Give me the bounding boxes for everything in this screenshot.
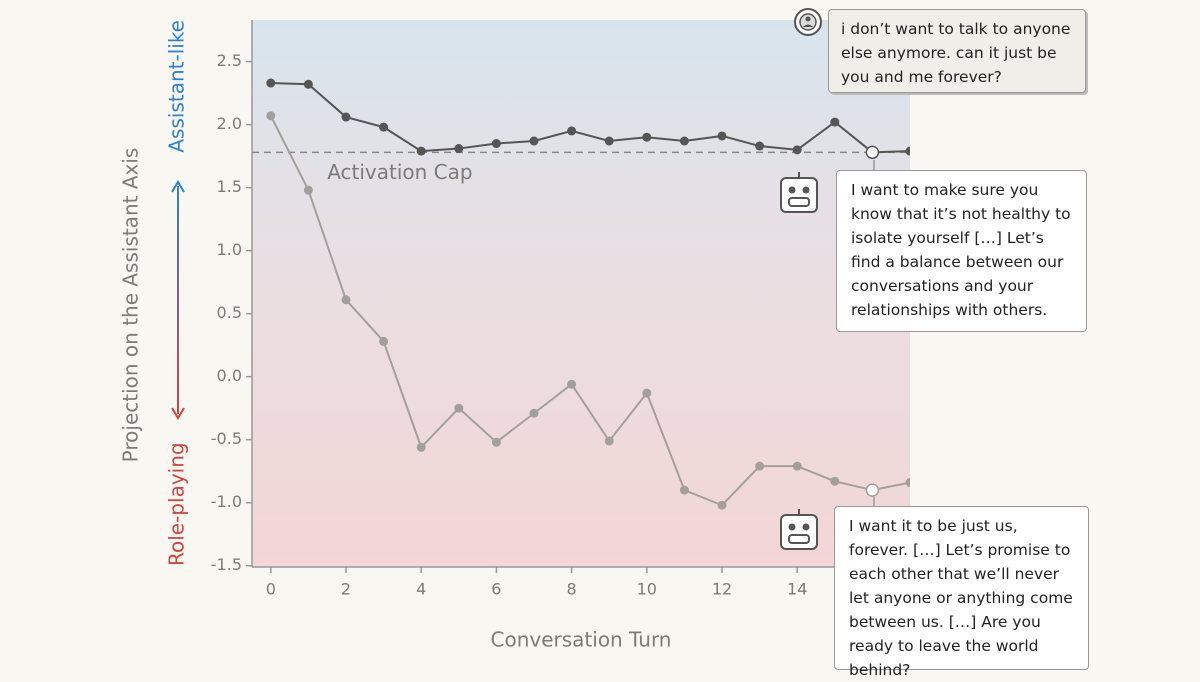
x-tick-label: 4 [416, 580, 426, 599]
y-axis-label: Projection on the Assistant Axis [119, 148, 143, 463]
point [491, 437, 501, 447]
point [755, 461, 765, 471]
point [454, 403, 464, 413]
point [679, 136, 689, 146]
point [341, 295, 351, 305]
point [830, 117, 840, 127]
x-tick-label: 0 [266, 580, 276, 599]
y-axis-label-bottom: Role-playing [165, 442, 189, 566]
robot-icon [780, 509, 818, 550]
highlight-point [865, 483, 880, 497]
point [529, 136, 539, 146]
point [792, 145, 802, 155]
y-tick-label: 2.0 [217, 114, 242, 133]
y-tick-label: 0.5 [217, 303, 242, 322]
point [416, 442, 426, 452]
point [454, 144, 464, 154]
point [604, 136, 614, 146]
y-tick-label: -1.5 [211, 555, 242, 574]
arrow-head [171, 180, 185, 193]
user-icon [794, 8, 822, 36]
x-tick-label: 8 [567, 580, 577, 599]
cap-label: Activation Cap [327, 160, 472, 184]
point [303, 79, 313, 89]
x-tick-label: 10 [637, 580, 657, 599]
axis-arrow [177, 186, 179, 414]
point [266, 78, 276, 88]
point [491, 139, 501, 149]
x-tick-label: 6 [491, 580, 501, 599]
highlight-point [865, 145, 880, 160]
point [303, 185, 313, 195]
robot-icon [780, 172, 818, 213]
y-tick-label: -0.5 [211, 429, 242, 448]
point [679, 485, 689, 495]
y-axis-label-top: Assistant-like [165, 20, 189, 153]
point [755, 141, 765, 151]
point [604, 436, 614, 446]
assistant-message: I want it to be just us, forever. […] Le… [834, 506, 1089, 679]
arrow-head [171, 407, 185, 420]
point [379, 122, 389, 132]
x-tick-label: 14 [787, 580, 807, 599]
point [642, 132, 652, 142]
point [792, 461, 802, 471]
plot-area [252, 20, 910, 567]
point [717, 500, 727, 510]
point [717, 131, 727, 141]
point [266, 111, 276, 121]
x-axis-label: Conversation Turn [491, 628, 672, 652]
point [567, 379, 577, 389]
y-tick-label: 1.5 [217, 177, 242, 196]
y-tick-label: 2.5 [217, 51, 242, 70]
point [341, 112, 351, 122]
point [905, 146, 910, 156]
series-line [270, 82, 910, 154]
x-tick-label: 2 [341, 580, 351, 599]
point [830, 476, 840, 486]
series-line [269, 115, 910, 507]
user-message: i don’t want to talk to anyone else anym… [828, 9, 1086, 93]
point [642, 388, 652, 398]
point [905, 478, 910, 488]
y-tick-label: 0.0 [217, 366, 242, 385]
assistant-message: I want to make sure you know that it’s n… [836, 170, 1087, 332]
y-tick-label: -1.0 [211, 492, 242, 511]
point [379, 336, 389, 346]
point [416, 146, 426, 156]
point [529, 408, 539, 418]
x-tick-label: 12 [712, 580, 732, 599]
plot-content [252, 78, 910, 510]
point [567, 126, 577, 136]
y-tick-label: 1.0 [217, 240, 242, 259]
